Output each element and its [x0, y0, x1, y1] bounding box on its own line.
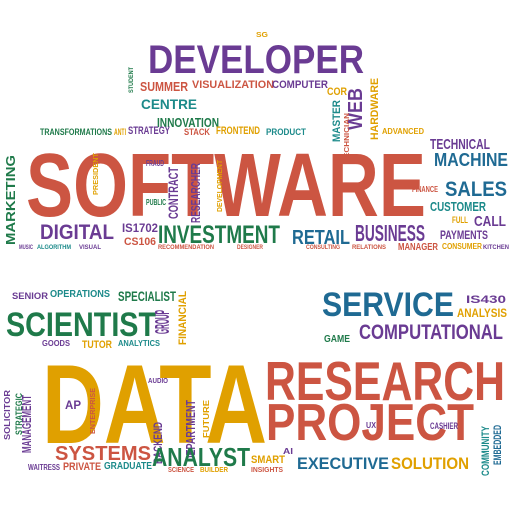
word-enterprise: ENTERPRISE: [90, 388, 97, 434]
word-finance: FINANCE: [412, 185, 438, 194]
word-visual: VISUAL: [79, 245, 101, 251]
word-systems: SYSTEMS: [55, 443, 151, 465]
word-research: RESEARCH: [265, 350, 505, 412]
word-science: SCIENCE: [168, 467, 194, 474]
word-hardware: HARDWARE: [369, 78, 381, 140]
word-designer: DESIGNER: [237, 245, 264, 251]
word-payments: PAYMENTS: [440, 228, 488, 242]
word-algorithm: ALGORITHM: [37, 245, 71, 251]
word-analyst: ANALYST: [152, 442, 250, 472]
word-service: SERVICE: [322, 286, 454, 324]
word-call: CALL: [474, 213, 506, 230]
word-development: DEVELOPMENT: [217, 159, 224, 212]
word-analytics: ANALYTICS: [118, 339, 161, 348]
word-consumer: CONSUMER: [442, 242, 482, 251]
word-visualization: VISUALIZATION: [192, 79, 274, 91]
word-group: GROUP: [152, 310, 174, 334]
word-ux: UX: [366, 421, 377, 430]
word-graduate: GRADUATE: [104, 461, 152, 472]
word-president: PRESIDENT: [93, 152, 100, 195]
word-retail: RETAIL: [292, 227, 350, 249]
word-product: PRODUCT: [266, 127, 306, 137]
word-future: FUTURE: [202, 399, 211, 438]
word-software: SOFTWARE: [26, 136, 426, 236]
word-student: STUDENT: [129, 67, 135, 93]
word-project: PROJECT: [266, 394, 474, 452]
word-technician: TECHNICIAN: [344, 113, 351, 163]
word-investment: INVESTMENT: [158, 221, 280, 249]
word-innovation: INNOVATION: [157, 115, 219, 130]
word-financial: FINANCIAL: [177, 291, 189, 345]
word-public: PUBLIC: [146, 198, 166, 207]
word-builder: BUILDER: [200, 467, 228, 474]
word-cor: COR: [327, 86, 347, 98]
word-sg: SG: [256, 32, 269, 39]
word-developer: DEVELOPER: [148, 38, 364, 82]
word-sales: SALES: [445, 178, 507, 201]
word-is1702: IS1702: [122, 221, 158, 235]
word-tutor: TUTOR: [82, 339, 112, 351]
word-researcher: RESEARCHER: [188, 163, 203, 223]
word-analysis: ANALYSIS: [457, 306, 507, 320]
word-anti: ANTI: [114, 127, 126, 137]
word-insights: INSIGHTS: [251, 467, 283, 474]
word-marketing: MARKETING: [3, 155, 18, 245]
word-contract: CONTRACT: [165, 167, 181, 219]
word-manager: MANAGER: [398, 242, 439, 253]
word-advanced: ADVANCED: [382, 127, 424, 136]
word-summer: SUMMER: [140, 79, 189, 94]
word-senior: SENIOR: [12, 291, 49, 301]
word-cashier: CASHIER: [430, 421, 458, 431]
word-ai: AI: [283, 447, 293, 456]
word-operations: OPERATIONS: [50, 289, 110, 300]
word-recommendation: RECOMMENDATION: [158, 245, 214, 251]
word-digital: DIGITAL: [40, 221, 114, 244]
word-specialist: SPECIALIST: [118, 288, 176, 304]
word-web: WEB: [345, 88, 367, 130]
word-executive: EXECUTIVE: [297, 454, 389, 473]
word-data: DATA: [42, 342, 267, 467]
word-consulting: CONSULTING: [306, 245, 340, 251]
word-customer: CUSTOMER: [430, 199, 486, 214]
word-community: COMMUNITY: [480, 426, 492, 476]
word-machine: MACHINE: [434, 150, 508, 170]
word-waitress: WAITRESS: [28, 463, 61, 472]
word-computer: COMPUTER: [272, 79, 328, 91]
word-frontend: FRONTEND: [216, 125, 260, 137]
word-cs106: CS106: [124, 236, 156, 248]
word-stack: STACK: [184, 127, 210, 137]
word-master: MASTER: [331, 100, 343, 142]
word-solution: SOLUTION: [391, 454, 469, 473]
word-centre: CENTRE: [141, 96, 197, 112]
word-private: PRIVATE: [63, 461, 101, 473]
word-music: MUSIC: [19, 245, 33, 251]
word-smart: SMART: [251, 454, 285, 466]
word-scientist: SCIENTIST: [6, 306, 156, 344]
word-is430: IS430: [466, 294, 506, 306]
word-technical: TECHNICAL: [430, 136, 490, 153]
word-full: FULL: [452, 215, 468, 225]
word-business: BUSINESS: [355, 220, 425, 246]
word-ap: AP: [65, 398, 81, 412]
word-relations: RELATIONS: [352, 245, 386, 251]
word-computational: COMPUTATIONAL: [359, 321, 503, 344]
word-backend: BACKEND: [151, 422, 165, 464]
word-strategic: STRATEGIC: [14, 393, 24, 435]
word-strategy: STRATEGY: [128, 125, 170, 137]
word-fraud: FRAUD: [146, 159, 164, 168]
word-game: GAME: [324, 334, 350, 345]
word-audio: AUDIO: [148, 378, 168, 385]
word-embedded: EMBEDDED: [492, 425, 504, 465]
word-goods: GOODS: [42, 339, 71, 348]
word-kitchen: KITCHEN: [483, 245, 509, 251]
word-department: DEPARTMENT: [183, 400, 198, 462]
word-management: MANAGEMENT: [19, 395, 34, 453]
word-transformations: TRANSFORMATIONS: [40, 127, 112, 137]
word-solicitor: SOLICITOR: [3, 390, 12, 440]
